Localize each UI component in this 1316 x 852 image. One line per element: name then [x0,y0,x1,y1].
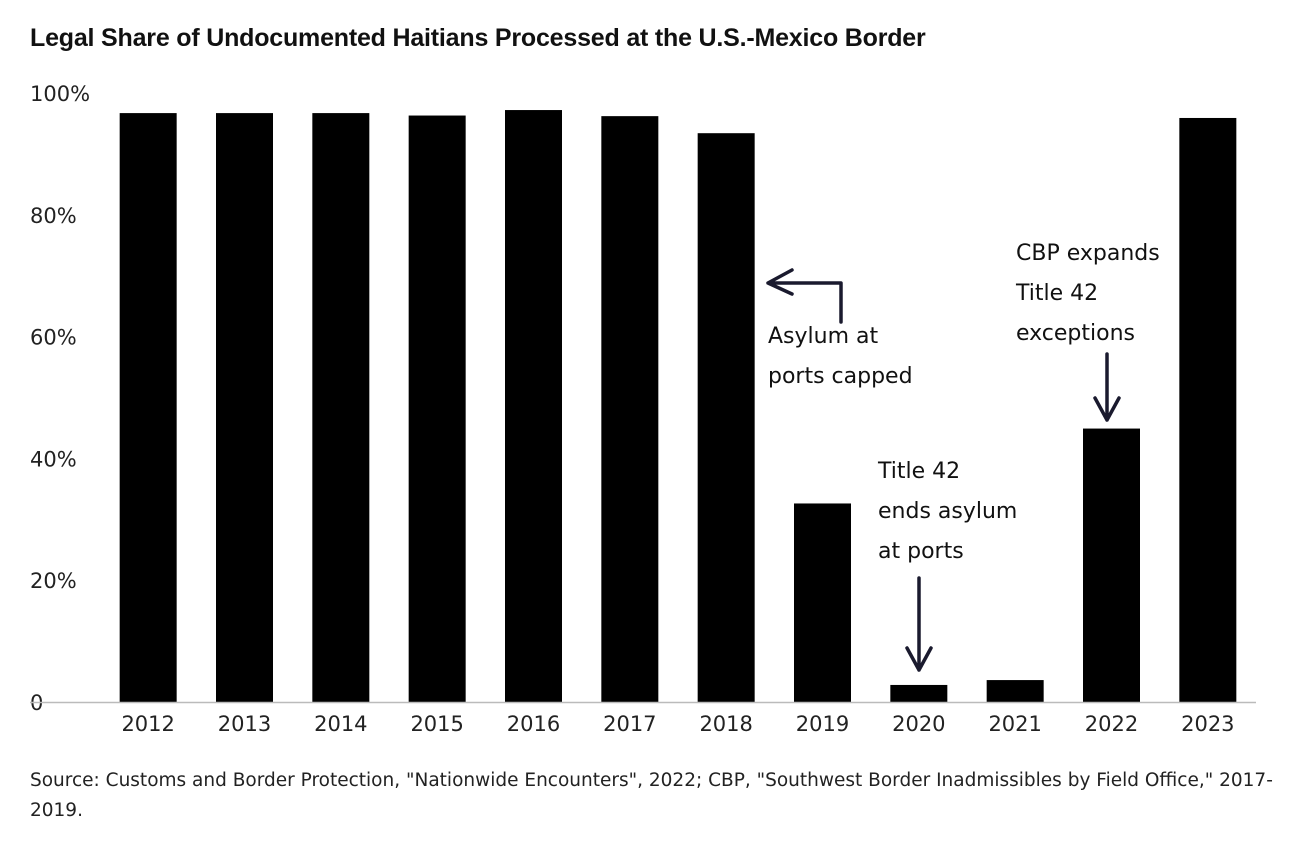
x-tick-label: 2012 [121,712,174,736]
annotation-2018: Asylum at ports capped [766,268,913,389]
annotation-2022: CBP expands Title 42 exceptions [1015,241,1167,422]
bar-2019 [794,503,851,702]
x-tick-label: 2021 [988,712,1041,736]
x-tick-label: 2013 [218,712,271,736]
bars [119,110,1237,703]
chart-title: Legal Share of Undocumented Haitians Pro… [30,24,926,52]
bar-2018 [697,133,755,703]
annotation-2020: Title 42 ends asylum at ports [877,459,1024,672]
annotations: Asylum at ports capped Title 42 ends asy… [766,241,1167,672]
annotation-2022-arrow [1093,352,1121,422]
annotation-2020-text: Title 42 ends asylum at ports [877,459,1024,564]
y-tick-label: 20% [30,569,77,593]
bar-2020 [890,684,948,702]
bar-2013 [216,113,273,703]
y-tick-label: 40% [30,447,77,471]
bar-2014 [312,113,370,703]
x-tick-label: 2017 [603,712,656,736]
bar-2016 [505,110,562,702]
x-tick-label: 2022 [1085,712,1138,736]
bar-2012 [119,113,177,703]
bar-2023 [1179,117,1237,703]
y-axis: 100%80%60%40%20%0 [30,82,90,715]
x-axis: 2012 2013 2014 2015 2016 2017 2018 2019 2020 2021… [121,712,1234,736]
source-note: Source: Customs and Border Protection, "… [30,770,1273,821]
annotation-2020-arrow [905,576,933,672]
bar-2022 [1083,428,1140,702]
x-tick-label: 2018 [699,712,752,736]
bar-2015 [408,115,466,702]
y-tick-label: 60% [30,326,77,350]
bar-2017 [601,116,659,703]
annotation-2022-text: CBP expands Title 42 exceptions [1015,241,1167,346]
y-tick-label: 100% [30,82,90,106]
x-tick-label: 2014 [314,712,367,736]
x-tick-label: 2015 [410,712,463,736]
x-tick-label: 2023 [1181,712,1234,736]
x-tick-label: 2019 [796,712,849,736]
x-tick-label: 2020 [892,712,945,736]
bar-2021 [986,680,1044,702]
annotation-2018-arrow [766,268,843,324]
y-tick-label: 80% [30,204,77,228]
x-tick-label: 2016 [507,712,560,736]
annotation-2018-text: Asylum at ports capped [768,324,913,389]
